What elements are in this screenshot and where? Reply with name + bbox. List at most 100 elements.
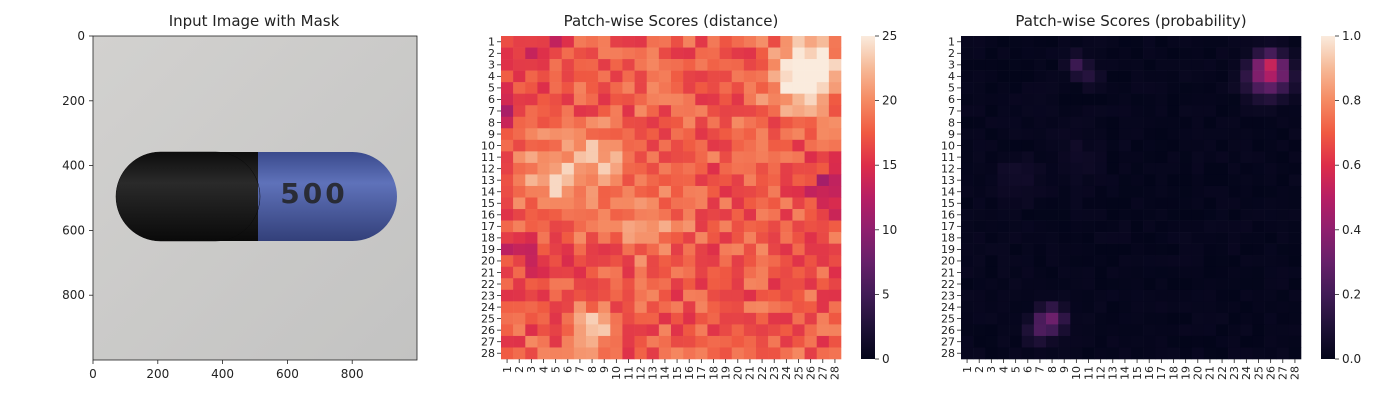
heatmap-cell xyxy=(1264,151,1278,164)
heatmap-cell xyxy=(525,36,538,48)
heatmap-cell xyxy=(1106,220,1120,233)
heatmap-cell xyxy=(525,220,538,233)
heatmap-cell xyxy=(828,347,842,360)
heatmap-cell xyxy=(1155,139,1168,152)
heatmap-cell xyxy=(961,255,974,268)
heatmap-cell xyxy=(610,266,623,279)
heatmap-cell xyxy=(1216,116,1229,129)
heatmap-cell xyxy=(1094,93,1108,106)
heatmap-cell xyxy=(768,185,781,198)
heatmap-cell xyxy=(1216,301,1229,314)
heatmap-cell xyxy=(1155,243,1168,256)
heatmap-cell xyxy=(525,151,538,164)
heatmap-cell xyxy=(1082,82,1095,94)
heatmap-cell xyxy=(780,93,793,106)
heatmap-cell xyxy=(1118,70,1132,83)
heatmap-cell xyxy=(658,197,672,210)
heatmap-cell xyxy=(997,93,1010,106)
heatmap-cell xyxy=(1046,36,1059,48)
heatmap-cell xyxy=(780,347,793,360)
heatmap-cell xyxy=(828,312,842,325)
heatmap-cell xyxy=(792,324,805,337)
heatmap-cell xyxy=(658,232,672,244)
heatmap-cell xyxy=(768,220,781,233)
heatmap-cell xyxy=(586,347,599,360)
heatmap-cell xyxy=(780,255,793,268)
heatmap-cell xyxy=(586,36,599,48)
heatmap-cell xyxy=(961,197,974,210)
x-tick-label: 8 xyxy=(1046,366,1059,373)
heatmap-cell xyxy=(1228,324,1241,337)
heatmap-cell xyxy=(622,93,635,106)
x-tick-label: 13 xyxy=(647,366,660,380)
heatmap-cell xyxy=(973,174,986,187)
heatmap-cell xyxy=(586,197,599,210)
heatmap-cell xyxy=(646,301,660,314)
heatmap-cell xyxy=(707,232,720,244)
heatmap-cell xyxy=(1094,139,1108,152)
heatmap-cell xyxy=(622,232,635,244)
heatmap-cell xyxy=(731,70,745,83)
heatmap-cell xyxy=(1203,128,1217,141)
heatmap-cell xyxy=(1046,47,1059,60)
heatmap-cell xyxy=(792,151,805,164)
heatmap-cell xyxy=(1228,59,1241,71)
heatmap-cell xyxy=(573,243,587,256)
heatmap-cell xyxy=(1203,278,1217,291)
heatmap-cell xyxy=(1094,324,1108,337)
heatmap-cell xyxy=(695,289,708,302)
heatmap-cell xyxy=(525,128,538,141)
heatmap-cell xyxy=(1216,105,1229,118)
heatmap-cell xyxy=(1203,36,1217,48)
probability-colorbar xyxy=(1321,36,1335,359)
heatmap-cell xyxy=(1033,70,1047,83)
heatmap-cell xyxy=(646,312,660,325)
heatmap-cell xyxy=(586,312,599,325)
heatmap-cell xyxy=(828,139,842,152)
heatmap-cell xyxy=(780,220,793,233)
heatmap-cell xyxy=(1094,220,1108,233)
heatmap-cell xyxy=(1118,197,1132,210)
heatmap-cell xyxy=(658,105,672,118)
heatmap-cell xyxy=(792,59,805,71)
heatmap-cell xyxy=(973,301,986,314)
heatmap-cell xyxy=(1021,255,1035,268)
x-tick-label: 1 xyxy=(961,366,974,373)
heatmap-cell xyxy=(985,82,998,94)
x-tick-label: 28 xyxy=(1289,366,1302,380)
heatmap-cell xyxy=(792,128,805,141)
heatmap-cell xyxy=(1106,243,1120,256)
heatmap-cell xyxy=(731,289,745,302)
heatmap-cell xyxy=(731,185,745,198)
heatmap-cell xyxy=(1033,278,1047,291)
y-tick-label: 21 xyxy=(481,266,495,279)
heatmap-cell xyxy=(1288,209,1302,221)
heatmap-cell xyxy=(1058,197,1071,210)
heatmap-cell xyxy=(695,243,708,256)
heatmap-cell xyxy=(1082,70,1095,83)
panel-title: Input Image with Mask xyxy=(169,12,340,30)
x-tick-label: 22 xyxy=(1216,366,1229,380)
heatmap-cell xyxy=(719,70,733,83)
heatmap-cell xyxy=(1203,105,1217,118)
heatmap-cell xyxy=(1021,312,1035,325)
heatmap-cell xyxy=(1009,47,1023,60)
heatmap-cell xyxy=(695,266,708,279)
heatmap-cell xyxy=(768,174,781,187)
heatmap-cell xyxy=(1082,105,1095,118)
heatmap-cell xyxy=(1288,185,1302,198)
heatmap-cell xyxy=(1276,174,1290,187)
heatmap-cell xyxy=(961,70,974,83)
heatmap-cell xyxy=(792,93,805,106)
heatmap-cell xyxy=(768,151,781,164)
heatmap-cell xyxy=(1228,220,1241,233)
heatmap-cell xyxy=(1276,197,1290,210)
heatmap-cell xyxy=(1021,70,1035,83)
heatmap-cell xyxy=(719,312,733,325)
heatmap-cell xyxy=(646,162,660,175)
heatmap-cell xyxy=(780,185,793,198)
heatmap-cell xyxy=(1203,185,1217,198)
heatmap-cell xyxy=(961,82,974,94)
heatmap-cell xyxy=(1009,174,1023,187)
